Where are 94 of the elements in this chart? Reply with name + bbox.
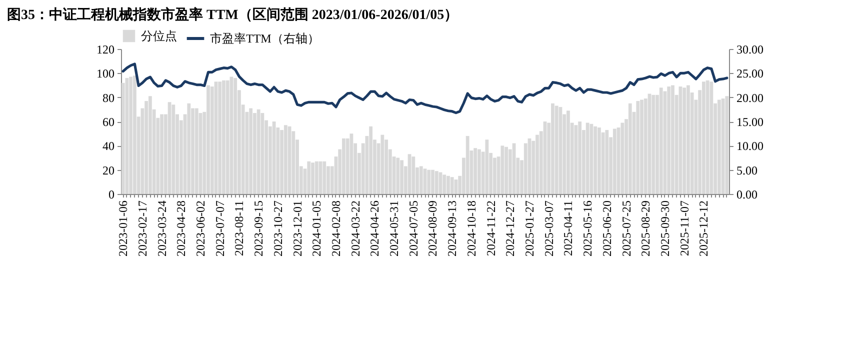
x-tick-label: 2025-11-07 (677, 200, 692, 256)
bar (160, 114, 164, 194)
bar (717, 100, 721, 194)
bar (314, 161, 318, 194)
x-tick-label: 2025-06-20 (600, 200, 614, 256)
y-tick-label: 80 (102, 90, 114, 105)
bar (369, 126, 373, 194)
y-tick-label: 100 (96, 66, 114, 81)
x-tick-label: 2024-12-27 (503, 200, 518, 256)
bar (222, 80, 226, 194)
bar (412, 156, 416, 194)
bar (725, 96, 729, 194)
x-tick-label: 2023-02-17 (135, 200, 150, 256)
bar (442, 174, 446, 194)
bar (311, 162, 314, 194)
y2-tick-label: 10.00 (736, 139, 764, 154)
x-tick-label: 2023-06-02 (194, 200, 208, 256)
y2-tick-label: 30.00 (736, 42, 764, 56)
bar (551, 103, 554, 194)
x-tick-label: 2025-03-07 (542, 200, 556, 256)
legend-label: 分位点 (141, 29, 177, 43)
x-tick-label: 2024-11-22 (484, 200, 498, 256)
x-tick-label: 2023-08-11 (232, 200, 246, 256)
x-tick-label: 2023-10-27 (270, 200, 285, 256)
bar (194, 108, 198, 194)
x-tick-label: 2024-01-05 (310, 200, 324, 256)
x-tick-label: 2024-03-22 (348, 200, 362, 256)
line-series (122, 62, 728, 114)
x-tick-label: 2025-04-11 (561, 200, 576, 256)
y-tick-label: 40 (102, 139, 114, 154)
bar (477, 149, 481, 194)
bar (446, 176, 450, 194)
x-tick-label: 2024-10-18 (464, 200, 478, 256)
y-tick-label: 60 (102, 115, 114, 129)
bar (133, 76, 136, 194)
bar (249, 108, 253, 194)
bar (284, 125, 288, 194)
bar (686, 85, 690, 194)
bar (504, 146, 508, 194)
bar (129, 76, 133, 194)
x-tick-label: 2025-07-25 (619, 200, 634, 256)
y-tick-label: 20 (102, 163, 114, 178)
bar (322, 161, 326, 194)
bar (218, 82, 222, 194)
bar (594, 126, 598, 194)
x-tick-label: 2023-04-28 (174, 200, 188, 256)
bar (400, 160, 404, 194)
x-tick-label: 2025-08-29 (638, 200, 653, 256)
bar (427, 170, 431, 194)
bar (419, 166, 423, 194)
bar (566, 110, 570, 194)
bar (682, 88, 686, 194)
y2-tick-label: 0.00 (736, 188, 758, 202)
chart-title: 图35：中证工程机械指数市盈率 TTM（区间范围 2023/01/06-2026/01/05） (7, 6, 458, 24)
legend-label: 市盈率TTM（右轴） (210, 32, 320, 46)
bar (234, 78, 238, 194)
bar (536, 134, 539, 194)
x-tick-label: 2024-07-05 (406, 200, 420, 256)
y-tick-label: 120 (96, 42, 114, 56)
x-tick-label: 2024-02-08 (328, 200, 343, 256)
bar (671, 85, 674, 194)
bar (466, 136, 470, 194)
x-tick-label: 2025-09-30 (658, 200, 672, 256)
bar (342, 138, 346, 194)
bar (612, 128, 616, 194)
bar (307, 161, 311, 194)
x-tick-label: 2023-09-15 (252, 200, 266, 256)
bar (431, 170, 434, 194)
bar (652, 94, 656, 194)
x-tick-label: 2023-12-01 (290, 200, 304, 256)
y2-tick-label: 20.00 (736, 90, 764, 105)
y-tick-label: 0 (108, 188, 114, 202)
bar (474, 148, 478, 194)
bar (640, 100, 644, 194)
bar (206, 85, 210, 194)
x-tick-label: 2025-12-12 (696, 200, 711, 256)
bar (148, 96, 152, 194)
x-tick-label: 2023-03-24 (154, 200, 169, 256)
x-tick-label: 2025-05-16 (580, 200, 595, 256)
y2-tick-label: 15.00 (736, 115, 764, 129)
x-tick-label: 2023-01-06 (116, 200, 130, 256)
bar (702, 82, 706, 194)
bar (578, 122, 582, 194)
x-tick-label: 2024-04-26 (368, 200, 382, 256)
x-tick-label: 2024-09-13 (445, 200, 460, 256)
bar (597, 128, 601, 194)
bar (667, 86, 671, 194)
y2-tick-label: 5.00 (736, 163, 758, 178)
x-tick-label: 2025-01-27 (522, 200, 537, 256)
x-tick-label: 2024-08-09 (426, 200, 440, 256)
x-tick-label: 2024-05-31 (387, 200, 402, 256)
bar (628, 103, 632, 194)
x-tick-label: 2023-07-07 (212, 200, 227, 256)
y2-tick-label: 25.00 (736, 66, 764, 81)
